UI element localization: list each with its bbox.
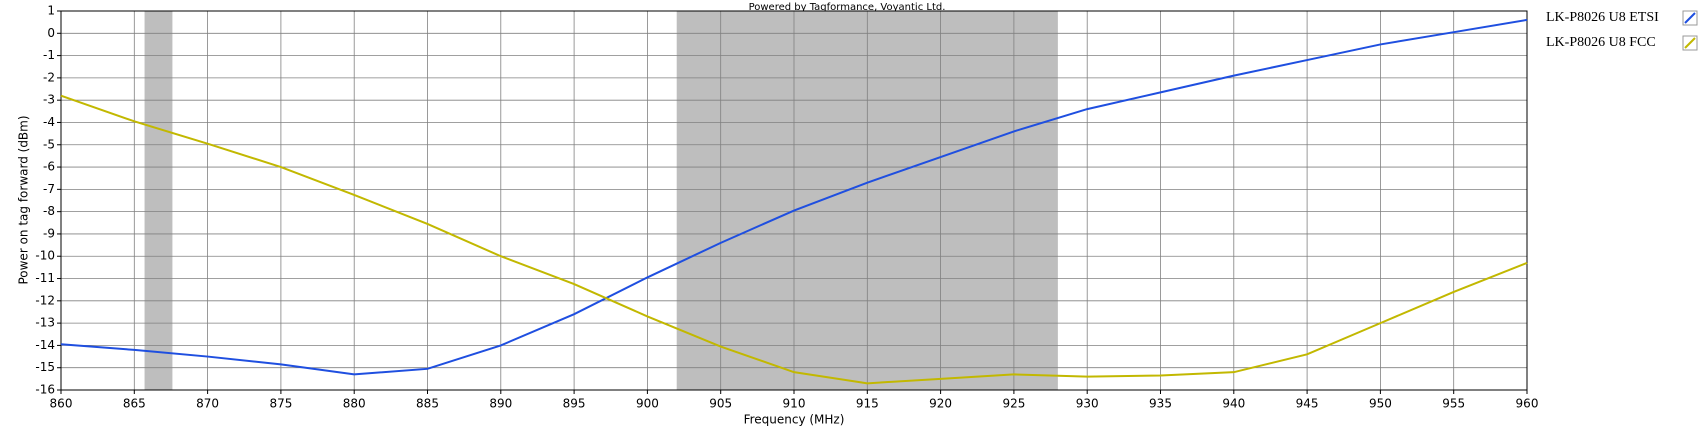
x-axis-label: Frequency (MHz) [744, 413, 845, 427]
y-tick-label: -3 [43, 93, 55, 107]
x-tick-label: 920 [929, 397, 952, 411]
y-tick-label: -9 [43, 226, 55, 240]
x-tick-label: 875 [269, 397, 292, 411]
y-axis-label: Power on tag forward (dBm) [17, 115, 31, 284]
y-tick-label: -14 [35, 338, 55, 352]
x-tick-label: 955 [1442, 397, 1465, 411]
x-tick-label: 880 [343, 397, 366, 411]
x-tick-label: 900 [636, 397, 659, 411]
x-tick-label: 915 [856, 397, 879, 411]
y-tick-label: -2 [43, 70, 55, 84]
y-tick-label: -1 [43, 48, 55, 62]
y-tick-label: -16 [35, 383, 55, 397]
x-tick-label: 885 [416, 397, 439, 411]
y-tick-label: -15 [35, 360, 55, 374]
x-tick-label: 870 [196, 397, 219, 411]
y-tick-label: -11 [35, 271, 55, 285]
x-tick-label: 960 [1516, 397, 1539, 411]
series-line [60, 18, 1528, 376]
y-tick-label: -12 [35, 293, 55, 307]
plot-frame [60, 10, 1528, 391]
legend-swatch [1684, 12, 1696, 24]
y-tick-label: -5 [43, 137, 55, 151]
x-tick-label: 905 [709, 397, 732, 411]
series-line [60, 94, 1528, 385]
chart-title: Powered by Tagformance, Voyantic Ltd. [749, 2, 946, 13]
y-tick-label: -7 [43, 182, 55, 196]
x-tick-label: 890 [489, 397, 512, 411]
x-tick-label: 950 [1369, 397, 1392, 411]
x-tick-label: 940 [1222, 397, 1245, 411]
y-tick-label: -10 [35, 249, 55, 263]
band [144, 11, 173, 390]
legend-swatch [1684, 37, 1696, 49]
x-tick-label: 945 [1296, 397, 1319, 411]
x-tick-label: 935 [1149, 397, 1172, 411]
y-tick-label: 1 [47, 4, 55, 18]
y-tick-label: -4 [43, 115, 55, 129]
x-tick-label: 930 [1076, 397, 1099, 411]
x-tick-label: 865 [123, 397, 146, 411]
y-tick-label: -6 [43, 160, 55, 174]
x-tick-label: 925 [1002, 397, 1025, 411]
y-tick-label: -13 [35, 316, 55, 330]
legend: LK-P8026 U8 ETSI LK-P8026 U8 FCC [1546, 10, 1698, 51]
x-tick-label: 860 [50, 397, 73, 411]
legend-label: LK-P8026 U8 ETSI [1546, 10, 1659, 25]
y-tick-label: -8 [43, 204, 55, 218]
y-tick-label: 0 [47, 26, 55, 40]
x-tick-label: 910 [783, 397, 806, 411]
x-tick-label: 895 [563, 397, 586, 411]
legend-label: LK-P8026 U8 FCC [1546, 35, 1656, 50]
